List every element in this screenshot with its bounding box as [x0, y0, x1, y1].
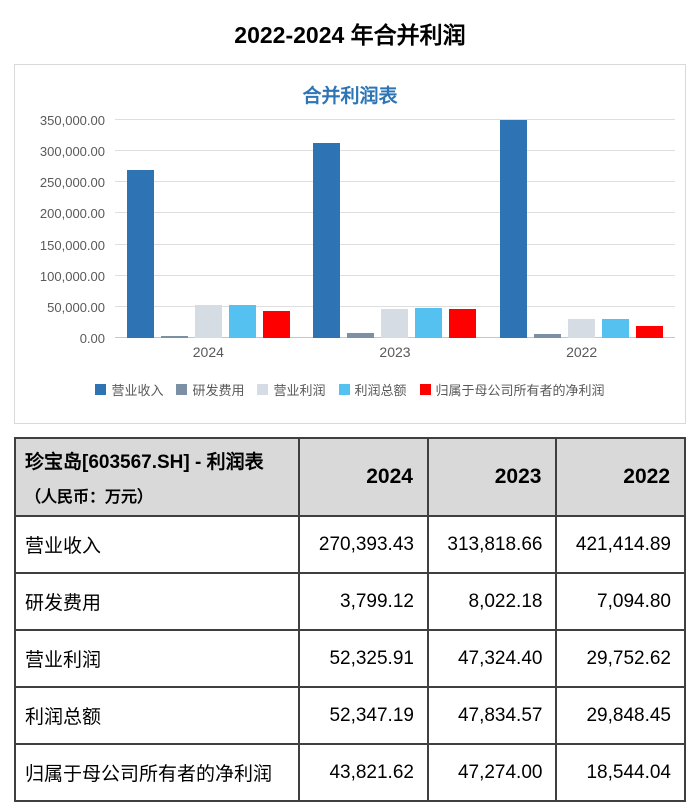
- table-header-row: 珍宝岛[603567.SH] - 利润表 （人民币：万元） 2024 2023 20…: [13, 437, 686, 517]
- table-body: 营业收入 270,393.43 313,818.66 421,414.89 研发费用 3,…: [13, 515, 686, 802]
- bar-group-2024: [126, 120, 290, 338]
- row-label: 营业利润: [13, 629, 301, 688]
- legend-label: 营业收入: [111, 383, 164, 398]
- y-tick-label: 150,000.00: [39, 237, 105, 253]
- gridline: [115, 274, 675, 276]
- bar-2024-研发费用: [160, 335, 188, 338]
- x-tick-label: 2024: [192, 344, 224, 360]
- table-header-year-2023: 2023: [426, 437, 558, 517]
- row-value: 47,274.00: [426, 743, 558, 802]
- y-tick-label: 50,000.00: [47, 299, 105, 315]
- plot-area: [115, 119, 675, 338]
- row-label: 归属于母公司所有者的净利润: [13, 743, 301, 802]
- bar-2023-营业利润: [381, 308, 409, 338]
- legend-swatch-icon: [419, 384, 431, 395]
- profit-table: 珍宝岛[603567.SH] - 利润表 （人民币：万元） 2024 2023 20…: [13, 437, 686, 802]
- bar-2023-营业收入: [313, 142, 341, 338]
- table-row: 营业收入 270,393.43 313,818.66 421,414.89: [13, 515, 686, 574]
- legend-item: 归属于母公司所有者的净利润: [419, 380, 605, 399]
- bar-2024-营业收入: [126, 169, 154, 338]
- row-value: 7,094.80: [555, 572, 686, 631]
- y-tick-label: 0.00: [79, 331, 105, 346]
- row-value: 3,799.12: [298, 572, 429, 631]
- y-tick-label: 100,000.00: [39, 268, 105, 284]
- table-title: 珍宝岛[603567.SH] - 利润表: [25, 452, 264, 473]
- page-title: 2022-2024 年合并利润: [234, 22, 466, 48]
- gridline: [115, 243, 675, 245]
- row-label: 营业收入: [13, 515, 301, 574]
- gridline: [115, 181, 675, 183]
- gridline: [115, 305, 675, 307]
- bar-group-2022: [500, 120, 664, 338]
- bar-2024-归属于母公司所有者的净利润: [262, 310, 290, 338]
- legend-label: 归属于母公司所有者的净利润: [435, 383, 605, 398]
- bar-2023-利润总额: [415, 308, 443, 338]
- plot-wrap: 2024 2023 2022: [115, 119, 675, 360]
- legend-swatch-icon: [95, 384, 107, 395]
- row-value: 18,544.04: [555, 743, 686, 802]
- chart-legend: 营业收入 研发费用 营业利润 利润总额 归属于母公司所有者的净利润: [15, 380, 685, 399]
- bar-2022-营业收入: [500, 120, 528, 338]
- y-tick-label: 250,000.00: [39, 175, 105, 191]
- row-value: 313,818.66: [426, 515, 558, 574]
- legend-swatch-icon: [338, 384, 350, 395]
- legend-label: 营业利润: [273, 383, 326, 398]
- table-header-year-2022: 2022: [555, 437, 686, 517]
- bar-2023-归属于母公司所有者的净利润: [449, 308, 477, 338]
- table-row: 利润总额 52,347.19 47,834.57 29,848.45: [13, 686, 686, 745]
- chart-body: 350,000.00 300,000.00 250,000.00 200,000.00…: [15, 113, 685, 360]
- bar-2022-利润总额: [602, 319, 630, 338]
- gridline: [115, 212, 675, 214]
- gridline: [115, 150, 675, 152]
- row-value: 47,324.40: [426, 629, 558, 688]
- row-value: 8,022.18: [426, 572, 558, 631]
- legend-item: 研发费用: [176, 380, 244, 399]
- y-tick-label: 350,000.00: [39, 113, 105, 128]
- y-tick-label: 200,000.00: [39, 206, 105, 222]
- row-label: 研发费用: [13, 572, 301, 631]
- row-value: 52,325.91: [298, 629, 429, 688]
- x-tick-label: 2023: [379, 344, 411, 360]
- row-value: 270,393.43: [298, 515, 429, 574]
- y-tick-label: 300,000.00: [39, 144, 105, 160]
- bar-groups: [115, 120, 675, 338]
- chart-title: 合并利润表: [302, 86, 398, 107]
- legend-swatch-icon: [176, 384, 188, 395]
- table-header-year-2024: 2024: [298, 437, 429, 517]
- legend-item: 利润总额: [338, 380, 407, 399]
- legend-label: 利润总额: [354, 383, 407, 398]
- bar-2024-利润总额: [228, 305, 256, 338]
- legend-label: 研发费用: [192, 383, 245, 398]
- bar-group-2023: [313, 120, 477, 338]
- table-row: 研发费用 3,799.12 8,022.18 7,094.80: [13, 572, 686, 631]
- table-subtitle: （人民币：万元）: [25, 489, 154, 506]
- bar-2024-营业利润: [194, 305, 222, 338]
- row-value: 43,821.62: [298, 743, 429, 802]
- legend-swatch-icon: [257, 384, 269, 395]
- bar-2022-营业利润: [568, 319, 596, 338]
- bar-2022-归属于母公司所有者的净利润: [636, 326, 664, 338]
- x-axis-labels: 2024 2023 2022: [115, 344, 675, 360]
- row-value: 47,834.57: [426, 686, 558, 745]
- legend-item: 营业利润: [257, 380, 326, 399]
- chart-panel: 合并利润表 350,000.00 300,000.00 250,000.00 200,…: [14, 64, 686, 424]
- gridline: [115, 119, 675, 120]
- row-value: 421,414.89: [555, 515, 686, 574]
- row-value: 29,752.62: [555, 629, 686, 688]
- legend-item: 营业收入: [95, 380, 163, 399]
- bar-2022-研发费用: [534, 333, 562, 338]
- row-value: 52,347.19: [298, 686, 429, 745]
- table-header-main: 珍宝岛[603567.SH] - 利润表 （人民币：万元）: [13, 437, 301, 517]
- table-row: 营业利润 52,325.91 47,324.40 29,752.62: [13, 629, 686, 688]
- table-row: 归属于母公司所有者的净利润 43,821.62 47,274.00 18,544.04: [13, 743, 686, 802]
- row-label: 利润总额: [13, 686, 301, 745]
- row-value: 29,848.45: [555, 686, 686, 745]
- y-axis-labels: 350,000.00 300,000.00 250,000.00 200,000.00…: [15, 113, 115, 346]
- x-tick-label: 2022: [566, 344, 598, 360]
- bar-2023-研发费用: [347, 333, 375, 338]
